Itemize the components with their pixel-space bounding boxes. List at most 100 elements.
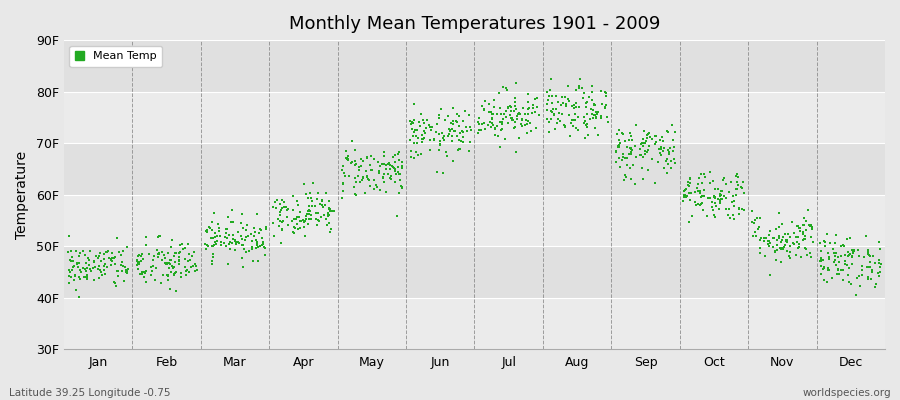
Point [395, 165, 410, 171]
Point [160, 250, 175, 256]
Point [388, 151, 402, 158]
Point [662, 150, 676, 157]
Point [587, 112, 601, 118]
Point [437, 133, 452, 140]
Point [561, 96, 575, 102]
Point [234, 242, 248, 248]
Point [797, 236, 812, 242]
Point [226, 236, 240, 242]
Point [415, 135, 429, 142]
Point [773, 245, 788, 251]
Point [248, 237, 263, 244]
Point [584, 105, 598, 112]
Point [188, 268, 202, 274]
Point [142, 251, 157, 257]
Point [340, 156, 355, 162]
Point [540, 97, 554, 103]
Point [694, 194, 708, 201]
Point [680, 179, 695, 186]
Point [730, 186, 744, 192]
Point [719, 195, 733, 201]
Point [780, 239, 795, 245]
Point [208, 234, 222, 240]
Point [318, 201, 332, 208]
Point [321, 210, 336, 216]
Point [151, 233, 166, 239]
Point [245, 238, 259, 244]
Point [220, 260, 235, 267]
Point [579, 100, 593, 106]
Point [71, 253, 86, 260]
Point [797, 236, 812, 242]
Point [478, 126, 492, 132]
Point [97, 256, 112, 262]
Point [715, 188, 729, 194]
Point [287, 230, 302, 237]
Point [545, 99, 560, 106]
Point [456, 134, 471, 140]
Point [500, 105, 515, 112]
Point [847, 248, 861, 255]
Point [430, 169, 445, 175]
Point [503, 103, 517, 109]
Point [235, 263, 249, 270]
Point [392, 189, 407, 196]
Point [266, 204, 280, 210]
Point [119, 266, 133, 273]
Point [713, 198, 727, 205]
Point [637, 128, 652, 134]
Point [105, 250, 120, 256]
Point [431, 112, 446, 118]
Point [65, 267, 79, 274]
Point [823, 240, 837, 246]
Point [822, 256, 836, 262]
Point [135, 269, 149, 275]
Point [708, 194, 723, 200]
Point [657, 145, 671, 151]
Point [165, 262, 179, 269]
Point [508, 119, 523, 125]
Point [352, 166, 366, 173]
Point [500, 84, 514, 91]
Point [364, 167, 379, 174]
Point [590, 115, 604, 122]
Point [786, 240, 800, 247]
Point [851, 272, 866, 279]
Point [813, 240, 827, 246]
Point [770, 226, 784, 232]
Point [71, 294, 86, 300]
Point [796, 237, 810, 243]
Point [286, 229, 301, 235]
Point [532, 111, 546, 118]
Point [719, 181, 733, 187]
Point [404, 121, 419, 127]
Point [315, 198, 329, 204]
Point [372, 168, 386, 174]
Point [679, 186, 693, 192]
Point [501, 120, 516, 126]
Point [410, 135, 425, 141]
Point [759, 235, 773, 242]
Point [668, 160, 682, 166]
Point [779, 237, 794, 243]
Point [443, 127, 457, 134]
Point [430, 121, 445, 127]
Point [772, 233, 787, 239]
Point [166, 264, 181, 270]
Point [860, 249, 875, 255]
Point [107, 279, 122, 285]
Point [852, 253, 867, 260]
Point [609, 159, 624, 166]
Point [139, 270, 153, 276]
Point [349, 179, 364, 186]
Point [518, 116, 533, 123]
Point [804, 222, 818, 229]
Point [872, 257, 886, 263]
Point [485, 114, 500, 121]
Point [288, 225, 302, 231]
Point [425, 124, 439, 130]
Point [273, 209, 287, 216]
Point [77, 252, 92, 258]
Point [422, 136, 436, 143]
Point [508, 80, 523, 86]
